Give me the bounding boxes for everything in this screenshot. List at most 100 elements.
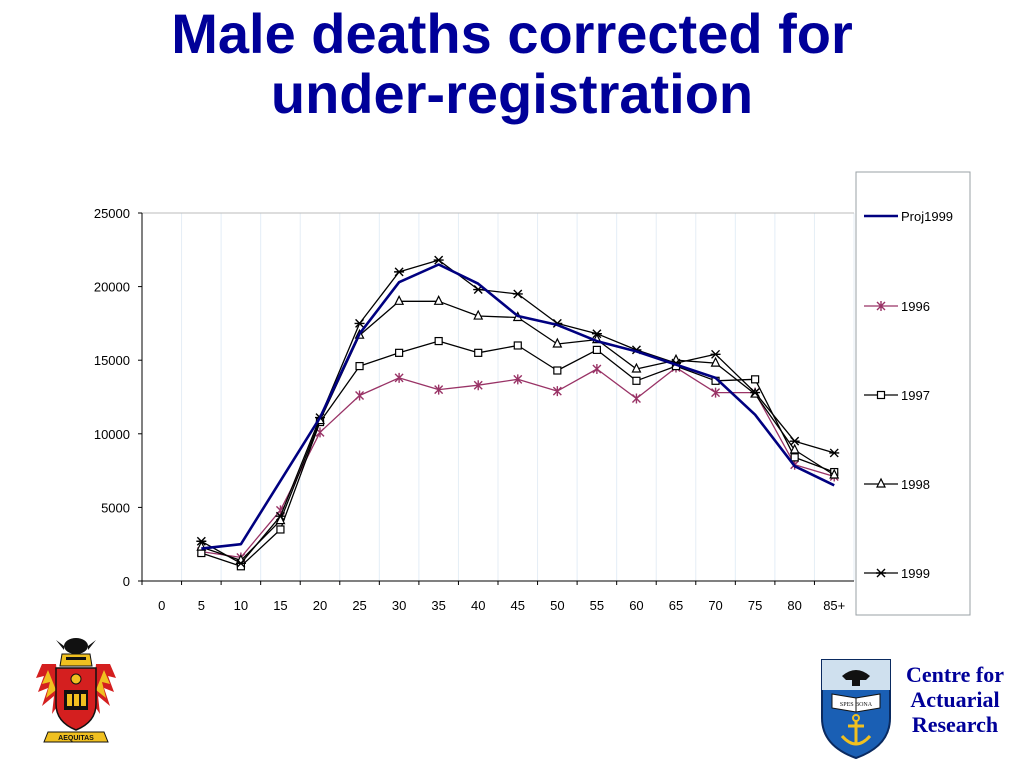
x-tick-label: 30 bbox=[392, 598, 406, 613]
x-tick-label: 50 bbox=[550, 598, 564, 613]
data-point bbox=[829, 468, 840, 479]
data-point bbox=[876, 477, 886, 488]
branding-line2: Actuarial bbox=[910, 687, 1000, 712]
data-point bbox=[711, 387, 721, 398]
data-point bbox=[512, 289, 523, 299]
data-point bbox=[196, 536, 207, 546]
slide-title: Male deaths corrected for under-registra… bbox=[0, 4, 1024, 124]
data-point bbox=[354, 318, 365, 328]
series-1998 bbox=[196, 294, 840, 564]
data-point bbox=[710, 356, 721, 367]
legend-item-1996: 1996 bbox=[864, 299, 930, 314]
y-tick-label: 15000 bbox=[94, 353, 130, 368]
data-point bbox=[750, 388, 761, 398]
x-tick-label: 80 bbox=[787, 598, 801, 613]
data-point bbox=[592, 364, 602, 375]
legend-item-1999: 1999 bbox=[864, 566, 930, 581]
data-point bbox=[394, 294, 405, 305]
legend-label: 1999 bbox=[901, 566, 930, 581]
y-tick-label: 5000 bbox=[101, 500, 130, 515]
legend: Proj1999 1996 1997 1998 1999 bbox=[855, 171, 971, 616]
x-tick-label: 60 bbox=[629, 598, 643, 613]
data-point bbox=[876, 301, 886, 311]
data-point bbox=[710, 349, 721, 359]
branding-line1: Centre for bbox=[906, 662, 1004, 687]
legend-label: 1998 bbox=[901, 477, 930, 492]
centre-for-actuarial-research-label: Centre for Actuarial Research bbox=[893, 662, 1017, 737]
legend-item-Proj1999: Proj1999 bbox=[864, 209, 953, 224]
data-point bbox=[876, 568, 886, 578]
data-point bbox=[876, 390, 886, 400]
x-tick-label: 75 bbox=[748, 598, 762, 613]
data-point bbox=[275, 514, 286, 525]
data-point bbox=[394, 267, 405, 277]
heraldic-crest-icon: AEQUITAS bbox=[36, 638, 116, 743]
data-point bbox=[473, 380, 483, 391]
legend-item-1997: 1997 bbox=[864, 388, 930, 403]
data-point bbox=[235, 558, 246, 568]
series-Proj1999 bbox=[201, 263, 835, 550]
y-tick-label: 0 bbox=[123, 574, 130, 589]
x-tick-label: 25 bbox=[352, 598, 366, 613]
data-point bbox=[395, 348, 404, 357]
data-point bbox=[553, 366, 562, 375]
data-point bbox=[592, 345, 601, 354]
x-tick-label: 35 bbox=[431, 598, 445, 613]
data-point bbox=[474, 348, 483, 357]
branding-line3: Research bbox=[911, 712, 999, 737]
slide-title-line1: Male deaths corrected for bbox=[171, 2, 853, 65]
x-tick-label: 5 bbox=[198, 598, 205, 613]
x-tick-label: 85+ bbox=[823, 598, 845, 613]
slide-title-line2: under-registration bbox=[270, 62, 754, 125]
data-point bbox=[552, 386, 562, 397]
y-tick-label: 20000 bbox=[94, 280, 130, 295]
x-tick-label: 55 bbox=[590, 598, 604, 613]
data-point bbox=[789, 443, 800, 454]
x-tick-label: 65 bbox=[669, 598, 683, 613]
legend-label: 1996 bbox=[901, 299, 930, 314]
series-layer bbox=[196, 255, 840, 571]
data-point bbox=[355, 361, 364, 371]
legend-box bbox=[855, 171, 971, 616]
data-point bbox=[789, 436, 800, 446]
vertical-gridlines bbox=[142, 212, 855, 581]
x-tick-label: 0 bbox=[158, 598, 165, 613]
data-point bbox=[433, 294, 444, 305]
data-point bbox=[591, 329, 602, 339]
axes: 0 5000 10000 15000 20000 25000 0 5 10 15 20 25 30 35 4… bbox=[94, 206, 854, 613]
series-line bbox=[201, 263, 835, 550]
data-point bbox=[829, 448, 840, 458]
data-point bbox=[631, 393, 641, 404]
series-1999 bbox=[196, 255, 840, 568]
x-tick-label: 45 bbox=[511, 598, 525, 613]
data-point bbox=[513, 341, 522, 350]
data-point bbox=[631, 362, 642, 373]
data-point bbox=[751, 375, 760, 384]
legend-item-1998: 1998 bbox=[864, 477, 930, 492]
data-point bbox=[790, 453, 799, 462]
data-point bbox=[552, 337, 563, 348]
y-tick-label: 25000 bbox=[94, 206, 130, 221]
crest-motto: AEQUITAS bbox=[58, 735, 94, 742]
y-tick-label: 10000 bbox=[94, 427, 130, 442]
data-point bbox=[513, 374, 523, 385]
x-tick-label: 40 bbox=[471, 598, 485, 613]
uct-book-text: SPES BONA bbox=[840, 702, 873, 708]
uct-shield-icon: SPES BONA bbox=[821, 659, 891, 760]
x-tick-label: 15 bbox=[273, 598, 287, 613]
x-tick-label: 20 bbox=[313, 598, 327, 613]
data-point bbox=[434, 336, 443, 346]
x-tick-label: 70 bbox=[708, 598, 722, 613]
legend-label: 1997 bbox=[901, 388, 930, 403]
data-point bbox=[434, 384, 444, 395]
legend-label: Proj1999 bbox=[901, 209, 953, 224]
data-point bbox=[473, 309, 484, 320]
data-point bbox=[355, 390, 365, 401]
data-point bbox=[433, 255, 444, 265]
data-point bbox=[632, 376, 641, 385]
data-point bbox=[275, 511, 286, 521]
data-point bbox=[394, 372, 404, 383]
data-point bbox=[276, 525, 285, 534]
x-tick-label: 10 bbox=[234, 598, 248, 613]
